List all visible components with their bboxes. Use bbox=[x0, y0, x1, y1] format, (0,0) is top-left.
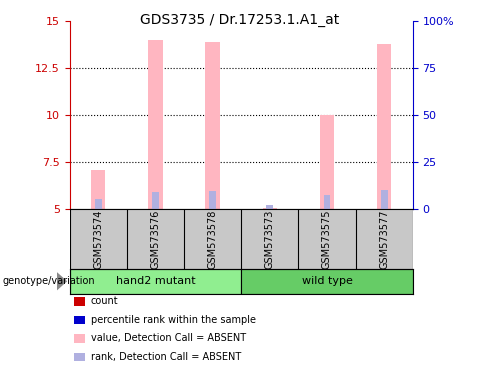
Text: GDS3735 / Dr.17253.1.A1_at: GDS3735 / Dr.17253.1.A1_at bbox=[140, 13, 340, 27]
Bar bbox=[91, 170, 105, 209]
Text: GSM573576: GSM573576 bbox=[150, 209, 160, 269]
Bar bbox=[209, 191, 216, 209]
Bar bbox=[152, 192, 159, 209]
Text: GSM573574: GSM573574 bbox=[93, 209, 103, 269]
Bar bbox=[381, 190, 388, 209]
Bar bbox=[377, 44, 391, 209]
Bar bbox=[324, 195, 330, 209]
Bar bbox=[320, 115, 334, 209]
Text: GSM573577: GSM573577 bbox=[379, 209, 389, 269]
Text: count: count bbox=[91, 296, 119, 306]
Text: rank, Detection Call = ABSENT: rank, Detection Call = ABSENT bbox=[91, 352, 241, 362]
Text: genotype/variation: genotype/variation bbox=[2, 276, 95, 286]
Bar bbox=[95, 199, 102, 209]
Text: percentile rank within the sample: percentile rank within the sample bbox=[91, 315, 256, 325]
Bar bbox=[148, 40, 163, 209]
Text: wild type: wild type bbox=[301, 276, 352, 286]
Text: value, Detection Call = ABSENT: value, Detection Call = ABSENT bbox=[91, 333, 246, 343]
Bar bbox=[70, 269, 241, 294]
Bar bbox=[241, 269, 413, 294]
Text: GSM573578: GSM573578 bbox=[207, 209, 217, 269]
Text: GSM573573: GSM573573 bbox=[265, 209, 275, 269]
Bar bbox=[205, 42, 220, 209]
Text: hand2 mutant: hand2 mutant bbox=[116, 276, 195, 286]
Polygon shape bbox=[57, 272, 67, 291]
Text: GSM573575: GSM573575 bbox=[322, 209, 332, 269]
Bar bbox=[266, 205, 273, 209]
